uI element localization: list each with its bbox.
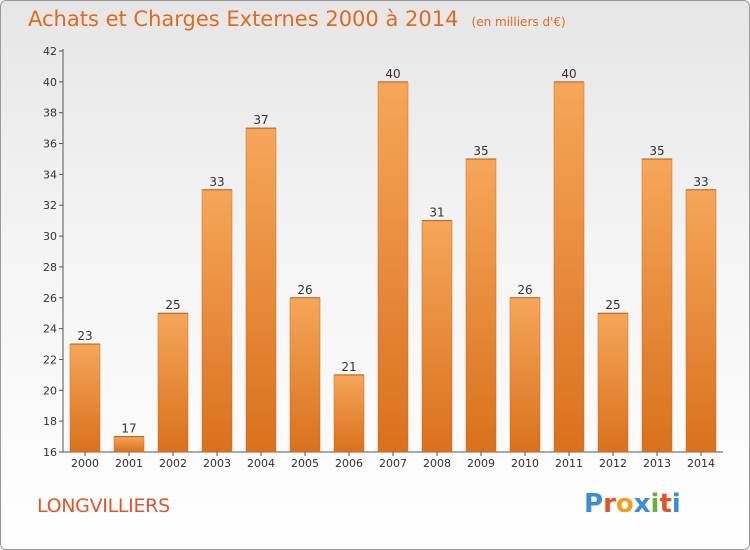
y-tick-label: 34 <box>43 168 57 181</box>
x-tick-label: 2000 <box>71 457 99 470</box>
y-tick-label: 42 <box>43 45 57 58</box>
bar-value-label: 25 <box>165 298 180 312</box>
y-tick-label: 16 <box>43 446 57 459</box>
bar-value-label: 40 <box>561 67 576 81</box>
y-tick-label: 40 <box>43 76 57 89</box>
chart-subtitle: (en milliers d'€) <box>471 15 566 29</box>
logo-letter: r <box>603 489 616 519</box>
bar-value-label: 21 <box>341 360 356 374</box>
bar-value-label: 31 <box>429 206 444 220</box>
bar-value-label: 35 <box>473 144 488 158</box>
bar-value-label: 26 <box>297 283 312 297</box>
x-tick-label: 2005 <box>291 457 319 470</box>
bar <box>553 81 585 453</box>
logo-letter: i <box>671 489 681 519</box>
y-tick-label: 38 <box>43 107 57 120</box>
x-tick-label: 2012 <box>599 457 627 470</box>
y-tick-label: 18 <box>43 415 57 428</box>
x-tick-label: 2004 <box>247 457 275 470</box>
title-row: Achats et Charges Externes 2000 à 2014 (… <box>28 7 566 31</box>
bar-value-label: 35 <box>649 144 664 158</box>
y-tick-label: 32 <box>43 199 57 212</box>
commune-name: LONGVILLIERS <box>37 495 170 517</box>
x-tick-label: 2001 <box>115 457 143 470</box>
y-tick-label: 20 <box>43 384 57 397</box>
bar-value-label: 33 <box>693 175 708 189</box>
y-tick-label: 26 <box>43 292 57 305</box>
bar <box>333 374 365 453</box>
bar <box>289 297 321 453</box>
x-tick-label: 2002 <box>159 457 187 470</box>
x-tick-label: 2013 <box>643 457 671 470</box>
logo-letter: o <box>615 489 634 519</box>
bar <box>157 312 189 453</box>
bar-value-label: 33 <box>209 175 224 189</box>
proxiti-logo[interactable]: Proxiti <box>584 489 681 519</box>
bar-value-label: 25 <box>605 298 620 312</box>
y-tick-label: 36 <box>43 138 57 151</box>
bar <box>69 343 101 453</box>
logo-letter: i <box>650 489 660 519</box>
y-tick-label: 24 <box>43 323 57 336</box>
x-tick-label: 2014 <box>687 457 715 470</box>
x-tick-label: 2003 <box>203 457 231 470</box>
bar <box>465 158 497 453</box>
logo-letter: t <box>659 489 672 519</box>
y-tick-label: 28 <box>43 261 57 274</box>
logo-letter: P <box>584 489 604 519</box>
x-tick-label: 2009 <box>467 457 495 470</box>
bar-value-label: 17 <box>121 422 136 436</box>
logo-letter: x <box>633 489 651 519</box>
x-tick-label: 2006 <box>335 457 363 470</box>
bar <box>421 220 453 453</box>
bar <box>245 127 277 453</box>
bar <box>113 436 145 453</box>
bar-value-label: 23 <box>77 329 92 343</box>
x-tick-label: 2011 <box>555 457 583 470</box>
bar <box>685 189 717 453</box>
y-tick-label: 22 <box>43 353 57 366</box>
bar <box>597 312 629 453</box>
x-tick-label: 2007 <box>379 457 407 470</box>
y-tick-label: 30 <box>43 230 57 243</box>
bar <box>201 189 233 453</box>
chart-title: Achats et Charges Externes 2000 à 2014 <box>28 7 459 31</box>
bar-value-label: 37 <box>253 113 268 127</box>
x-tick-label: 2008 <box>423 457 451 470</box>
x-tick-label: 2010 <box>511 457 539 470</box>
bar <box>641 158 673 453</box>
bar <box>377 81 409 453</box>
bar-value-label: 40 <box>385 67 400 81</box>
bar <box>509 297 541 453</box>
bar-value-label: 26 <box>517 283 532 297</box>
